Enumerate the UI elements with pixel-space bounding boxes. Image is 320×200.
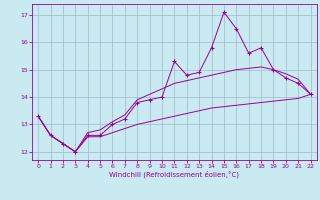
X-axis label: Windchill (Refroidissement éolien,°C): Windchill (Refroidissement éolien,°C): [109, 171, 239, 178]
